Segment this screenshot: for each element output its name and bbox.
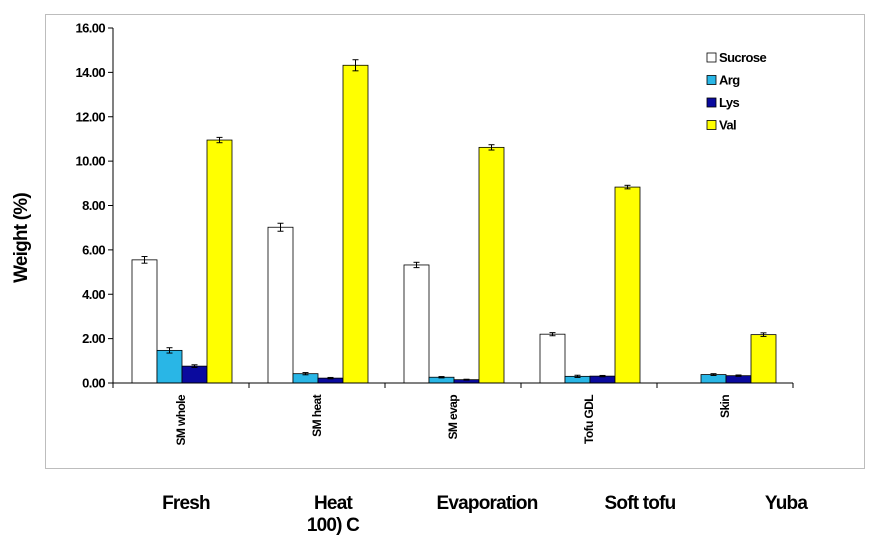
axes-layer: 0.00 2.00 4.00 6.00 8.00 10.00 12.00 14.00 16.00… — [75, 21, 794, 446]
legend-label-val: Val — [719, 118, 736, 133]
bar-val-1 — [206, 139, 233, 384]
y-tick-label: 12.00 — [75, 109, 105, 124]
bar-sucrose-4 — [539, 333, 566, 384]
x-tick-label: SM evap — [446, 395, 460, 440]
bar-val-2 — [342, 64, 369, 384]
group-label: Heat — [314, 493, 353, 514]
y-tick-label: 14.00 — [75, 65, 105, 80]
legend-label-lys: Lys — [719, 95, 739, 110]
bar-val-3 — [478, 146, 505, 384]
x-tick-label: SM heat — [310, 394, 324, 436]
bar-sucrose-1 — [131, 259, 158, 384]
y-tick-label: 4.00 — [82, 287, 105, 302]
bar-sucrose-2 — [267, 226, 294, 384]
y-tick-label: 8.00 — [82, 198, 105, 213]
x-tick-label: Tofu GDL — [582, 395, 596, 444]
y-tick-label: 6.00 — [82, 242, 105, 257]
x-tick-label: Skin — [718, 395, 732, 418]
legend: Sucrose Arg Lys Val — [706, 50, 767, 133]
y-tick-label: 10.00 — [75, 154, 105, 169]
group-label: Fresh — [162, 493, 210, 514]
chart-frame — [45, 14, 865, 469]
group-label: Evaporation — [437, 493, 538, 514]
group-label: Yuba — [765, 493, 808, 514]
bar-val-4 — [614, 186, 641, 384]
y-axis-label: Weight (%) — [11, 193, 32, 283]
legend-label-arg: Arg — [719, 73, 740, 88]
legend-swatch-arg — [706, 75, 717, 85]
group-label: 100) C — [307, 515, 360, 536]
legend-swatch-val — [706, 120, 717, 130]
group-label: Soft tofu — [605, 493, 676, 514]
legend-swatch-lys — [706, 97, 717, 108]
bars-layer — [131, 59, 777, 384]
x-tick-label: SM whole — [174, 394, 188, 445]
y-tick-label: 0.00 — [82, 376, 105, 391]
legend-label-sucrose: Sucrose — [719, 50, 766, 65]
y-tick-label: 2.00 — [82, 331, 105, 346]
y-tick-label: 16.00 — [75, 21, 105, 36]
bar-sucrose-3 — [403, 264, 430, 384]
bar-lys-1 — [181, 365, 208, 384]
legend-swatch-sucrose — [706, 52, 717, 63]
bar-arg-1 — [156, 349, 183, 384]
bar-val-5 — [750, 334, 777, 384]
